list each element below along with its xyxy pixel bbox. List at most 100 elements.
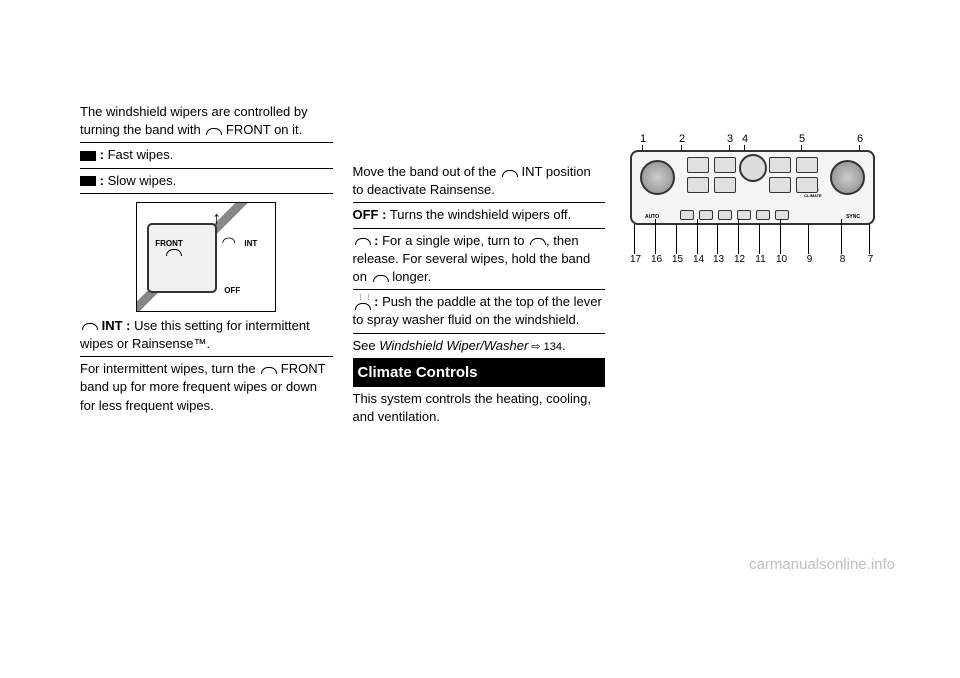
- text: Push the paddle at the top of the lever …: [353, 294, 602, 327]
- paragraph: OFF : Turns the windshield wipers off.: [353, 203, 606, 228]
- wiper-icon: [353, 235, 371, 247]
- climate-button: [796, 177, 818, 193]
- climate-button: [687, 177, 709, 193]
- callout-number: 10: [774, 253, 789, 267]
- callout-number: 1: [638, 132, 648, 147]
- column-3: 123456 AUTO SYNC REAR CLIMATE: [625, 100, 880, 429]
- climate-control-diagram: 123456 AUTO SYNC REAR CLIMATE: [625, 120, 880, 270]
- colon: :: [374, 233, 382, 248]
- text: See: [353, 338, 380, 353]
- callout-line: [676, 224, 677, 254]
- callout-line: [697, 219, 698, 254]
- callout-line: [808, 224, 809, 254]
- climate-button: [769, 177, 791, 193]
- callout-number: 4: [740, 132, 750, 147]
- callout-line: [759, 224, 760, 254]
- wiper-icon: [528, 235, 546, 247]
- callout-line: [738, 219, 739, 254]
- callout-line: [869, 224, 870, 254]
- climate-button: [680, 210, 694, 220]
- paragraph: : For a single wipe, turn to , then rele…: [353, 229, 606, 291]
- reference-page: ⇨ 134: [528, 341, 562, 353]
- text: Fast wipes.: [108, 147, 174, 162]
- paragraph: : Slow wipes.: [80, 169, 333, 194]
- callout-line: [655, 219, 656, 254]
- washer-icon: [353, 296, 371, 310]
- fast-wipes-icon: [80, 151, 96, 161]
- colon: :: [374, 294, 382, 309]
- callout-number: 17: [628, 253, 643, 267]
- callout-number: 11: [753, 253, 768, 267]
- page-content: The windshield wipers are controlled by …: [0, 0, 960, 449]
- paragraph: See Windshield Wiper/Washer ⇨ 134.: [353, 334, 606, 359]
- callout-line: [717, 224, 718, 254]
- wiper-control-diagram: ↑ FRONT INT OFF: [136, 202, 276, 312]
- climate-button: [714, 157, 736, 173]
- callout-line: [634, 224, 635, 254]
- climate-button: [796, 157, 818, 173]
- callout-number: 7: [863, 253, 878, 267]
- int-wiper-icon: [219, 231, 237, 249]
- reference-title: Windshield Wiper/Washer: [379, 338, 528, 353]
- text: .: [562, 338, 566, 353]
- column-2: Move the band out of the INT position to…: [353, 100, 606, 429]
- callout-number: 13: [711, 253, 726, 267]
- callout-number: 14: [691, 253, 706, 267]
- off-label: OFF: [224, 285, 240, 296]
- wiper-icon: [500, 167, 518, 179]
- callout-number: 2: [677, 132, 687, 147]
- climate-button: [714, 177, 736, 193]
- callout-number: 9: [802, 253, 817, 267]
- paragraph: For intermittent wipes, turn the FRONT b…: [80, 357, 333, 418]
- climate-button: [737, 210, 751, 220]
- climate-button: [769, 157, 791, 173]
- off-label: OFF :: [353, 207, 387, 222]
- colon: :: [100, 147, 108, 162]
- int-label: INT :: [102, 318, 131, 333]
- climate-panel: AUTO SYNC REAR CLIMATE: [630, 150, 875, 225]
- text: For intermittent wipes, turn the: [80, 361, 259, 376]
- text: For a single wipe, turn to: [382, 233, 528, 248]
- callout-number: 15: [670, 253, 685, 267]
- slow-wipes-icon: [80, 176, 96, 186]
- paragraph: This system controls the heating, coolin…: [353, 386, 606, 429]
- int-label: INT: [244, 238, 257, 249]
- left-knob: [640, 160, 675, 195]
- front-label: FRONT: [155, 238, 183, 249]
- watermark: carmanualsonline.info: [749, 556, 895, 573]
- text: Move the band out of the: [353, 164, 500, 179]
- paragraph: : Push the paddle at the top of the leve…: [353, 290, 606, 333]
- climate-button: [718, 210, 732, 220]
- wiper-icon: [80, 320, 98, 332]
- callout-number: 6: [855, 132, 865, 147]
- paragraph: The windshield wipers are controlled by …: [80, 100, 333, 143]
- paragraph: : Fast wipes.: [80, 143, 333, 168]
- sync-label: SYNC: [846, 214, 860, 221]
- control-body: [147, 223, 217, 293]
- climate-button: [699, 210, 713, 220]
- callout-number: 3: [725, 132, 735, 147]
- callout-number: 8: [835, 253, 850, 267]
- text: Turns the windshield wipers off.: [386, 207, 571, 222]
- climate-button: [756, 210, 770, 220]
- colon: :: [100, 173, 108, 188]
- wiper-icon: [259, 364, 277, 376]
- right-knob: [830, 160, 865, 195]
- wiper-icon: [204, 125, 222, 137]
- auto-label: AUTO: [645, 214, 659, 221]
- text: FRONT on it.: [222, 122, 302, 137]
- callout-number: 12: [732, 253, 747, 267]
- int-description: INT : Use this setting for intermittent …: [80, 317, 333, 353]
- paragraph: Move the band out of the INT position to…: [353, 160, 606, 203]
- climate-button: [687, 157, 709, 173]
- text: longer.: [389, 269, 432, 284]
- wiper-icon: [371, 272, 389, 284]
- diagram-block: ↑ FRONT INT OFF INT : Use this setting f…: [80, 194, 333, 357]
- callout-number: 5: [797, 132, 807, 147]
- text: Slow wipes.: [108, 173, 177, 188]
- center-knob: [739, 154, 767, 182]
- callout-number: 16: [649, 253, 664, 267]
- section-header: Climate Controls: [353, 359, 606, 386]
- text: This system controls the heating, coolin…: [353, 391, 591, 424]
- callout-line: [780, 219, 781, 254]
